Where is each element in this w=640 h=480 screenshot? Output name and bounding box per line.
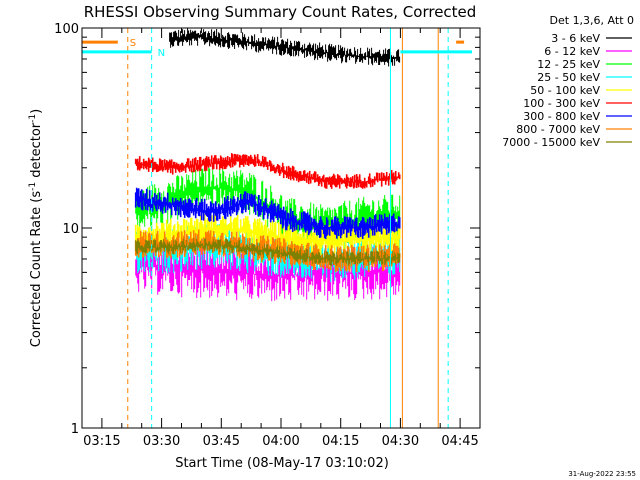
legend-entry: 25 - 50 keV (537, 71, 632, 84)
legend-label: 3 - 6 keV (551, 32, 600, 45)
y-axis-label: Corrected Count Rate (s-1 detector-1) (28, 109, 44, 347)
axes: 1 10 100 03:15 03:30 03:45 04:00 04:15 04:30 04:4… (54, 22, 481, 449)
chart-title: RHESSI Observing Summary Count Rates, Co… (84, 3, 477, 21)
legend-label: 100 - 300 keV (523, 97, 600, 110)
legend-label: 25 - 50 keV (537, 71, 600, 84)
legend-entry: 12 - 25 keV (537, 58, 632, 71)
series-trace (135, 238, 401, 267)
legend-label: 7000 - 15000 keV (502, 136, 600, 149)
series-300-800keV (134, 187, 401, 239)
vertical-markers (127, 28, 449, 428)
flag-label: N (158, 48, 165, 59)
legend-entry: 800 - 7000 keV (516, 123, 632, 136)
legend-entry: 7000 - 15000 keV (502, 136, 632, 149)
legend-entry: 3 - 6 keV (551, 32, 632, 45)
legend-entry: 100 - 300 keV (523, 97, 632, 110)
flag-label: S (130, 38, 136, 49)
x-tick-label: 04:30 (382, 434, 419, 449)
series-7000-15000keV (135, 238, 401, 267)
series-trace (134, 187, 401, 239)
x-tick-label: 04:15 (322, 434, 359, 449)
legend-label: 6 - 12 keV (544, 45, 600, 58)
x-tick-label: 03:45 (203, 434, 240, 449)
legend-label: 12 - 25 keV (537, 58, 600, 71)
series-3-6keV (169, 28, 401, 67)
y-tick-label: 100 (54, 22, 79, 37)
x-tick-label: 03:15 (83, 434, 120, 449)
night-flag: N (82, 48, 473, 59)
y-tick-label: 10 (62, 222, 79, 237)
y-tick-label: 1 (71, 422, 79, 437)
legend-entry: 50 - 100 keV (530, 84, 632, 97)
legend-entry: 300 - 800 keV (523, 110, 632, 123)
x-tick-label: 03:30 (143, 434, 180, 449)
saa-flag: S (82, 38, 465, 49)
series-trace (134, 153, 401, 189)
x-tick-label: 04:45 (441, 434, 478, 449)
flag-lines: SN (82, 38, 473, 59)
series-100-300keV (134, 153, 401, 189)
legend-label: 50 - 100 keV (530, 84, 600, 97)
series-trace (169, 28, 401, 67)
legend-label: 300 - 800 keV (523, 110, 600, 123)
legend-title: Det 1,3,6, Att 0 (550, 14, 634, 27)
x-tick-label: 04:00 (262, 434, 299, 449)
legend-label: 800 - 7000 keV (516, 123, 600, 136)
x-axis-label: Start Time (08-May-17 03:10:02) (175, 456, 389, 471)
series-layer (134, 28, 401, 302)
legend-entry: 6 - 12 keV (544, 45, 632, 58)
timestamp: 31-Aug-2022 23:55 (568, 470, 636, 478)
